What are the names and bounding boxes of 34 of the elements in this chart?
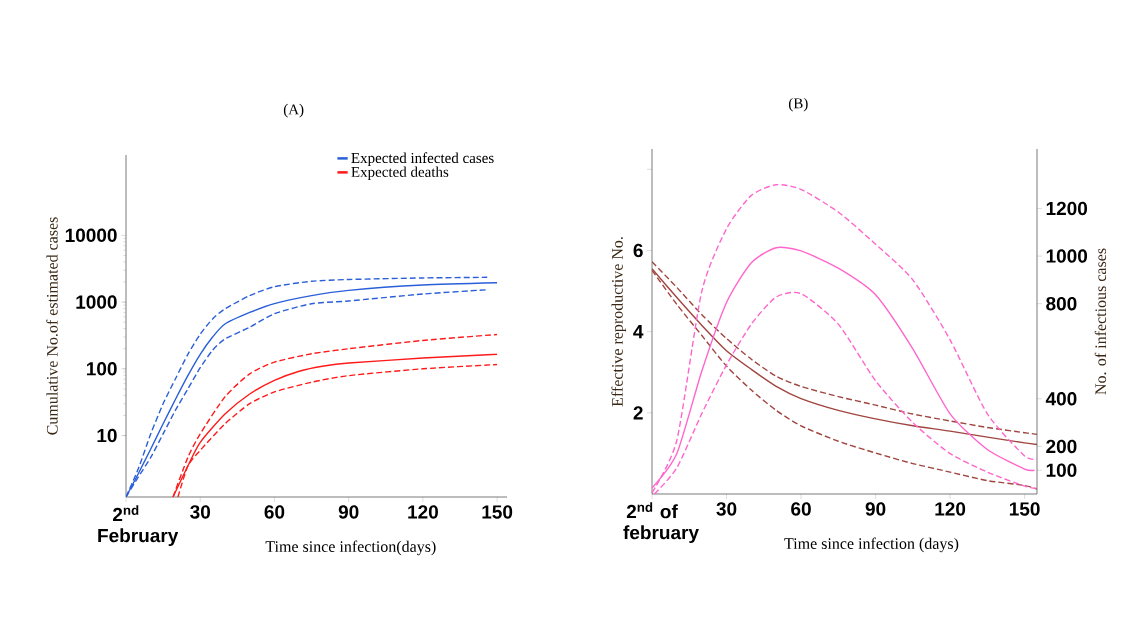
- x-tick-label: 150: [1009, 502, 1040, 516]
- y2-tick-label: 1000: [1046, 249, 1088, 263]
- y-tick-label: 6: [633, 243, 643, 258]
- x-tick-label: 90: [338, 505, 359, 519]
- x-tick-label: 30: [716, 502, 737, 516]
- y2-tick-label: 200: [1046, 439, 1077, 454]
- x-tick-label: 60: [264, 505, 285, 519]
- x-tick-label: 60: [791, 502, 811, 516]
- x-tick-label: 2$^{nd}$ of february: [623, 502, 699, 544]
- y2-tick-label: 800: [1046, 296, 1077, 311]
- y-tick-label: 10000: [65, 228, 117, 243]
- y2-tick-label: 400: [1045, 392, 1077, 406]
- y-axis-title: Effective reproductive No.: [611, 237, 627, 407]
- x-tick-label: 150: [482, 505, 513, 519]
- y-tick-label: 10: [97, 428, 117, 443]
- chart-title: (B): [788, 97, 808, 112]
- chart-title: (A): [283, 103, 304, 118]
- y-tick-label: 100: [86, 362, 117, 376]
- y-axis-title: Cumulative No.of estimated cases: [46, 217, 58, 435]
- y-tick-label: 2: [633, 406, 643, 420]
- x-tick-label: 2$^{nd}$ February: [98, 505, 179, 547]
- y2-tick-label: 1200: [1046, 201, 1088, 216]
- x-tick-label: 90: [865, 502, 886, 516]
- x-tick-label: 30: [190, 505, 211, 519]
- y2-axis-title: No. of infectious cases: [1094, 248, 1107, 395]
- legend-label: Expected infected cases: [351, 152, 494, 167]
- y2-tick-label: 100: [1046, 463, 1077, 477]
- x-tick-label: 120: [935, 502, 966, 516]
- y-tick-label: 4: [633, 325, 644, 339]
- x-axis-title: Time since infection (days): [784, 537, 959, 553]
- y-tick-label: 1000: [76, 295, 117, 309]
- x-tick-label: 120: [408, 505, 438, 519]
- x-axis-title: Time since infection(days): [265, 540, 436, 556]
- legend-label: Expected deaths: [351, 166, 449, 181]
